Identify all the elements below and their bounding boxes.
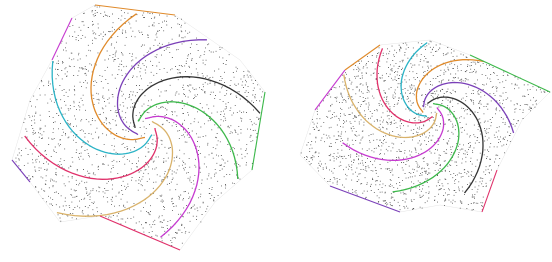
body: (() => { const data = JSON.parse(documen… xyxy=(0,0,552,262)
right-shape xyxy=(300,40,550,212)
edge-curve xyxy=(95,5,175,15)
spiral-curve xyxy=(377,48,433,123)
point-cloud xyxy=(301,41,550,210)
figure xyxy=(0,0,552,262)
edge-curve xyxy=(482,170,497,212)
outline xyxy=(12,5,265,250)
spiral-curve xyxy=(118,40,207,135)
spiral-curve xyxy=(133,77,260,128)
spiral-curve xyxy=(138,102,238,179)
edge-curve xyxy=(252,92,265,170)
spiral-curve xyxy=(427,97,483,193)
spiral-curve xyxy=(25,128,158,179)
edge-curve xyxy=(100,216,180,250)
edge-curve xyxy=(12,160,30,182)
spiral-curve xyxy=(343,107,444,160)
outline xyxy=(300,40,550,212)
edge-curve xyxy=(470,55,550,92)
point-cloud xyxy=(16,6,264,245)
left-shape xyxy=(12,5,265,250)
edge-curve xyxy=(315,70,345,110)
edge-curve xyxy=(52,18,72,60)
edge-curve xyxy=(330,186,400,212)
page: {} html, body { margin: 0; padding: 0; b… xyxy=(0,0,552,262)
spiral-curve xyxy=(145,116,199,237)
edge-curve xyxy=(345,45,380,70)
